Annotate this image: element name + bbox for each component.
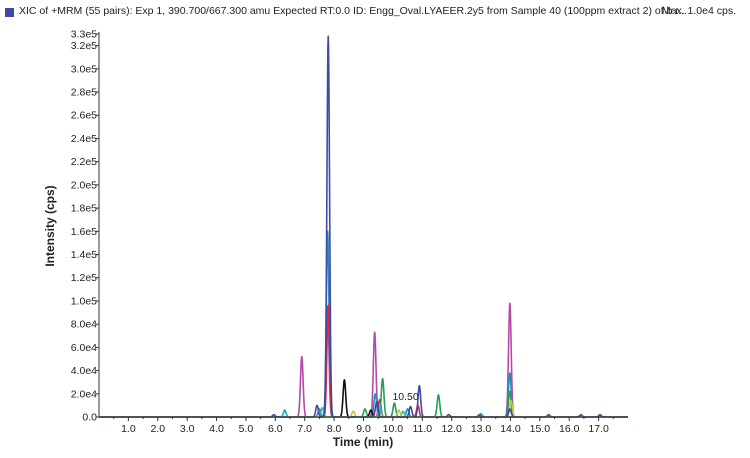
peak-point-8-1 (273, 414, 274, 415)
x-tick-label: 11.0 (412, 423, 432, 435)
peak-point-8-3 (328, 36, 329, 37)
peak-point-6-1 (284, 411, 285, 412)
peak-point-8-4 (376, 401, 377, 402)
y-tick-label: 4.0e4 (71, 365, 97, 377)
peak-point-7-3 (510, 400, 511, 401)
x-tick-label: 10.0 (383, 423, 404, 435)
peak-point-8-8 (479, 414, 480, 415)
peak-point-2-6 (509, 372, 510, 373)
y-axis-title: Intensity (cps) (43, 185, 57, 266)
series-layer (98, 35, 629, 418)
peak-point-8-5 (410, 406, 411, 407)
peak-point-8-10 (548, 414, 549, 415)
x-tick-label: 9.0 (356, 423, 371, 435)
y-tick-label: 6.0e4 (71, 342, 97, 354)
x-tick-label: 5.0 (239, 423, 254, 435)
y-tick-label: 1.2e5 (71, 272, 97, 284)
y-tick-label: 2.6e5 (71, 110, 97, 122)
peak-point-4-5 (509, 391, 510, 392)
y-tick-label: 8.0e4 (71, 319, 97, 331)
peak-point-3-2 (379, 399, 380, 400)
peak-point-2-4 (375, 393, 376, 394)
peak-point-5-1 (344, 379, 345, 380)
y-tick-label: 1.0e5 (71, 295, 97, 307)
y-tick-label: 1.8e5 (71, 203, 97, 215)
x-tick-label: 6.0 (268, 423, 283, 435)
peak-point-4-4 (438, 394, 439, 395)
peak-point-2-5 (407, 408, 408, 409)
x-tick-label: 17.0 (588, 423, 609, 435)
peak-point-8-12 (599, 414, 600, 415)
legend-swatch (5, 8, 14, 17)
peak-point-8-2 (316, 405, 317, 406)
axes-layer: 1.0 2.0 3.0 4.0 5.0 6.0 7.0 8.0 9.0 10.0 11.0 12.0 1… (71, 29, 628, 435)
chart-header: XIC of +MRM (55 pairs): Exp 1, 390.700/6… (0, 0, 750, 22)
peak-annotation: 10.50 (392, 391, 418, 403)
peak-point-6-4 (403, 411, 404, 412)
series-line-4 (98, 377, 629, 418)
series-line-2 (98, 230, 629, 418)
x-tick-label: 2.0 (150, 423, 165, 435)
peak-point-1-1 (301, 356, 302, 357)
peak-point-6-2 (322, 407, 323, 408)
peak-point-4-2 (382, 378, 383, 379)
peak-point-5-2 (370, 409, 371, 410)
x-tick-label: 14.0 (500, 423, 521, 435)
series-line-3 (98, 304, 629, 418)
chart-title: XIC of +MRM (55 pairs): Exp 1, 390.700/6… (19, 5, 687, 17)
y-tick-label: 3.2e5 (71, 40, 97, 52)
peak-point-7-1 (353, 411, 354, 412)
peak-point-1-4 (509, 303, 510, 304)
peak-point-8-9 (509, 408, 510, 409)
peak-point-8-6 (419, 385, 420, 386)
x-tick-label: 12.0 (441, 423, 462, 435)
y-tick-label: 3.3e5 (71, 29, 97, 41)
series-line-8 (98, 35, 629, 418)
x-tick-label: 1.0 (121, 423, 136, 435)
x-tick-label: 8.0 (327, 423, 342, 435)
y-tick-label: 1.6e5 (71, 226, 97, 238)
peak-point-8-11 (580, 414, 581, 415)
x-tick-label: 16.0 (559, 423, 580, 435)
y-tick-label: 2.4e5 (71, 133, 97, 145)
y-tick-label: 0.0 (82, 412, 97, 424)
x-tick-label: 4.0 (209, 423, 224, 435)
y-tick-label: 3.0e5 (71, 63, 97, 75)
x-tick-label: 7.0 (297, 423, 312, 435)
x-tick-label: 15.0 (530, 423, 551, 435)
x-axis-title: Time (min) (333, 435, 393, 449)
x-tick-label: 13.0 (471, 423, 492, 435)
series-line-1 (98, 302, 629, 418)
peak-point-1-3 (374, 332, 375, 333)
x-tick-label: 3.0 (180, 423, 195, 435)
y-tick-label: 2.8e5 (71, 87, 97, 99)
y-tick-label: 2.0e4 (71, 388, 97, 400)
peak-point-6-5 (480, 413, 481, 414)
peak-point-7-2 (398, 409, 399, 410)
y-tick-label: 1.4e5 (71, 249, 97, 261)
peak-point-3-1 (328, 305, 329, 306)
peak-point-8-7 (448, 414, 449, 415)
y-tick-label: 2.0e5 (71, 179, 97, 191)
y-tick-label: 2.2e5 (71, 156, 97, 168)
max-intensity-label: Max. 1.0e4 cps. (661, 5, 736, 17)
peak-point-6-3 (379, 406, 380, 407)
peak-point-4-1 (364, 408, 365, 409)
